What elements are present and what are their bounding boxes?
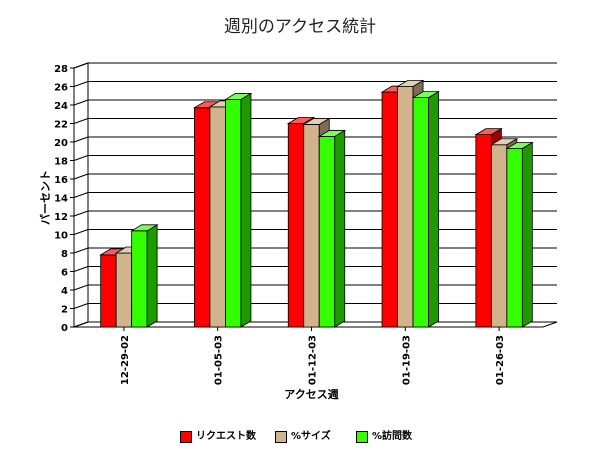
bar-top-0-2	[286, 117, 316, 124]
legend-label-size: %サイズ	[291, 431, 331, 442]
bar-top-1-2	[302, 118, 331, 125]
gridline-diag	[73, 303, 89, 309]
gridline-diag	[73, 81, 89, 87]
bar-top-2-3	[411, 91, 440, 98]
bar-top-2-1	[224, 93, 253, 100]
y-tick-label: 22	[54, 120, 68, 131]
bar-side-2-0	[146, 224, 158, 328]
x-axis-label: アクセス週	[284, 387, 338, 401]
y-tick-label: 8	[61, 249, 68, 260]
bar-top-2-2	[317, 130, 347, 137]
gridline-diag	[73, 266, 89, 272]
bar-1-0	[115, 252, 133, 328]
legend-swatch-requests	[180, 431, 192, 443]
y-tick-label: 2	[61, 305, 68, 316]
bar-2-1	[225, 99, 242, 328]
bar-side-2-4	[521, 141, 533, 328]
bar-top-0-4	[474, 128, 503, 136]
legend-swatch-size	[275, 431, 287, 443]
gridline-diag	[73, 321, 89, 328]
gridline-diag	[73, 229, 89, 235]
x-tick-label: 01-19-03	[401, 335, 412, 385]
bar-0-1	[194, 107, 211, 328]
bar-2-3	[412, 97, 429, 328]
bar-2-2	[318, 136, 336, 328]
bar-0-0	[100, 254, 117, 328]
y-tick-label: 28	[54, 64, 68, 75]
bar-top-1-3	[396, 80, 425, 87]
y-tick-label: 10	[54, 231, 68, 242]
legend-label-requests: リクエスト数	[196, 431, 256, 442]
bar-side-2-2	[334, 129, 346, 328]
bar-1-2	[303, 124, 320, 328]
y-tick-label: 16	[54, 175, 68, 186]
gridline-diag	[73, 173, 89, 180]
bar-1-1	[209, 106, 226, 328]
y-tick-label: 26	[54, 83, 68, 94]
y-tick-label: 6	[61, 268, 68, 279]
bar-side-2-3	[428, 90, 439, 328]
y-tick-label: 12	[54, 212, 68, 223]
gridline-diag	[73, 99, 89, 106]
x-tick-label: 12-29-02	[120, 335, 131, 385]
gridline-diag	[73, 62, 89, 69]
x-tick-label: 01-26-03	[495, 335, 506, 385]
gridline-diag	[73, 247, 89, 254]
bar-top-2-4	[505, 142, 534, 149]
legend: リクエスト数 %サイズ %訪問数	[0, 430, 600, 446]
x-tick-label: 01-12-03	[308, 335, 319, 385]
bar-2-4	[506, 148, 523, 328]
gridline-diag	[73, 210, 89, 217]
gridline-diag	[73, 284, 89, 291]
bar-1-4	[490, 144, 508, 328]
gridline-diag	[73, 136, 89, 143]
y-axis-label: パーセント	[39, 170, 52, 225]
gridline-diag	[73, 118, 89, 124]
bar-1-3	[397, 86, 414, 328]
bar-0-3	[381, 91, 398, 328]
legend-label-visits: %訪問数	[372, 431, 413, 442]
bar-0-2	[287, 123, 305, 328]
y-tick-label: 20	[54, 138, 68, 149]
y-tick-label: 24	[54, 101, 68, 112]
y-tick-label: 14	[54, 194, 68, 205]
gridline-diag	[73, 192, 89, 198]
gridline-diag	[73, 155, 89, 161]
chart-title: 週別のアクセス統計	[223, 17, 377, 37]
bar-top-2-0	[130, 224, 159, 232]
y-tick-label: 4	[61, 286, 68, 297]
bar-side-2-1	[240, 92, 252, 328]
bar-top-1-4	[489, 138, 519, 146]
y-tick-label: 0	[61, 323, 68, 334]
bar-2-0	[131, 230, 148, 328]
y-tick-label: 18	[54, 157, 68, 168]
x-tick-label: 01-05-03	[214, 335, 225, 385]
legend-swatch-visits	[356, 431, 368, 443]
bar-0-4	[475, 134, 492, 328]
